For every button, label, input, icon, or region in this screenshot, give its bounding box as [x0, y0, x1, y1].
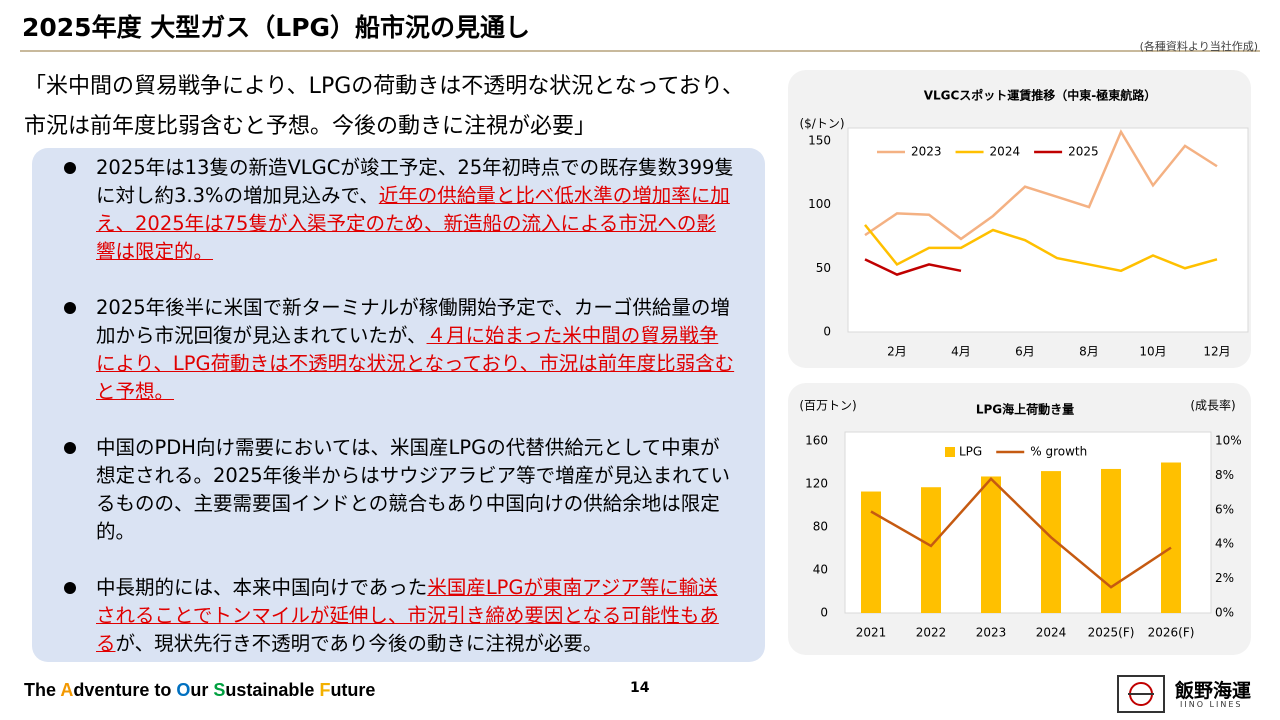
bullet-text: が、現状先行き不透明であり今後の動きに注視が必要。	[115, 632, 603, 655]
x-tick-label: 2024	[1036, 626, 1067, 640]
x-tick-label: 10月	[1139, 345, 1166, 359]
x-tick-label: 4月	[951, 345, 971, 359]
slogan-part: A	[60, 680, 74, 700]
bar	[921, 487, 941, 613]
slogan-part: S	[213, 680, 226, 700]
slogan: The Adventure to Our Sustainable Future	[24, 680, 375, 701]
source-note: (各種資料より当社作成)	[1139, 40, 1258, 53]
x-tick-label: 6月	[1015, 345, 1035, 359]
bullet-text: 2025年後半に米国で新ターミナルが稼働開始予定で、カーゴ供給量の増加から市況回…	[96, 296, 730, 347]
line-series	[870, 477, 1172, 589]
legend-label: 2023	[911, 145, 942, 159]
line-series	[864, 224, 1218, 273]
chart-title: LPG海上荷動き量	[976, 402, 1074, 417]
quote-line: 「米中間の貿易戦争により、LPGの荷動きは不透明な状況となっており、	[24, 74, 744, 99]
x-tick-label: 12月	[1203, 345, 1230, 359]
bullet: 2025年後半に米国で新ターミナルが稼働開始予定で、カーゴ供給量の増加から市況回…	[60, 294, 735, 406]
bullet: 中国のPDH向け需要においては、米国産LPGの代替供給元として中東が想定される。…	[60, 434, 735, 546]
bullet: 2025年は13隻の新造VLGCが竣工予定、25年初時点での既存隻数399隻に対…	[60, 154, 735, 266]
slogan-part: The	[24, 680, 61, 700]
bullet-text: 中国のPDH向け需要においては、米国産LPGの代替供給元として中東が想定される。…	[96, 436, 731, 543]
bullet-panel	[32, 148, 765, 662]
y2-tick-label: 10%	[1215, 434, 1242, 448]
plot-area	[844, 431, 1212, 614]
slogan-part: F	[319, 680, 331, 700]
x-tick-label: 8月	[1079, 345, 1099, 359]
y-axis-label: (百万トン)	[799, 399, 856, 413]
y2-tick-label: 2%	[1215, 571, 1234, 585]
y-tick-label: 50	[816, 261, 831, 275]
bullet-text: 米国産LPGが東南アジア等に輸送されることでトンマイルが延伸し、市況引き締め要因…	[96, 576, 719, 655]
slide-title: 2025年度 大型ガス（LPG）船市況の見通し	[22, 13, 531, 42]
logo-english: IINO LINES	[1180, 700, 1243, 709]
y-tick-label: 120	[805, 477, 828, 491]
y2-tick-label: 8%	[1215, 468, 1234, 482]
bullet-list: 2025年は13隻の新造VLGCが竣工予定、25年初時点での既存隻数399隻に対…	[60, 154, 735, 686]
quote-line: 市況は前年度比弱含むと予想。今後の動きに注視が必要」	[24, 114, 597, 139]
bar	[1041, 471, 1061, 613]
logo-mark	[1117, 675, 1165, 713]
x-tick-label: 2月	[887, 345, 907, 359]
bullet: 中長期的には、本来中国向けであった米国産LPGが東南アジア等に輸送されることでト…	[60, 574, 735, 658]
legend-label: 2025	[1068, 145, 1099, 159]
line-series	[864, 129, 1218, 241]
y-tick-label: 0	[823, 325, 831, 339]
slogan-part: dventure to	[73, 680, 177, 700]
x-tick-label: 2025(F)	[1088, 626, 1135, 640]
slogan-part: O	[176, 680, 191, 700]
legend-label: % growth	[1030, 445, 1087, 459]
x-tick-label: 2023	[976, 626, 1007, 640]
bullet-text: 2025年は13隻の新造VLGCが竣工予定、25年初時点での既存隻数399隻に対…	[96, 156, 734, 207]
y2-tick-label: 6%	[1215, 502, 1234, 516]
y-axis-label: ($/トン)	[799, 117, 844, 131]
page-number: 14	[630, 680, 650, 696]
y2-axis-label: (成長率)	[1190, 398, 1235, 413]
bar	[1101, 468, 1121, 613]
chart-title: VLGCスポット運賃推移（中東-極東航路）	[924, 88, 1157, 103]
bullet-text: ４月に始まった米中間の貿易戦争により、LPG荷動きは不透明な状況となっており、市…	[96, 324, 735, 403]
logo-text: 飯野海運	[1175, 680, 1252, 702]
slogan-part: ustainable	[225, 680, 320, 700]
y2-tick-label: 0%	[1215, 606, 1234, 620]
y-tick-label: 0	[820, 606, 828, 620]
slogan-part: ur	[190, 680, 214, 700]
bullet-text: 中長期的には、本来中国向けであった	[96, 576, 428, 599]
bullet-text: 近年の供給量と比べ低水準の増加率に加え、2025年は75隻が入渠予定のため、新造…	[96, 184, 730, 263]
y-tick-label: 80	[813, 520, 828, 534]
x-tick-label: 2021	[856, 626, 887, 640]
x-tick-label: 2022	[916, 626, 947, 640]
y-tick-label: 160	[805, 434, 828, 448]
plot-area	[847, 127, 1249, 333]
slogan-part: uture	[330, 680, 376, 700]
y-tick-label: 150	[808, 133, 831, 147]
bar	[981, 476, 1001, 613]
bar	[1161, 462, 1181, 613]
legend-swatch	[945, 447, 955, 457]
y-tick-label: 40	[813, 563, 828, 577]
legend-label: 2024	[990, 145, 1021, 159]
legend-label: LPG	[959, 445, 982, 459]
x-tick-label: 2026(F)	[1148, 626, 1195, 640]
y2-tick-label: 4%	[1215, 537, 1234, 551]
title-rule	[20, 50, 1260, 52]
line-series	[864, 258, 962, 276]
y-tick-label: 100	[808, 197, 831, 211]
bar	[861, 491, 881, 613]
